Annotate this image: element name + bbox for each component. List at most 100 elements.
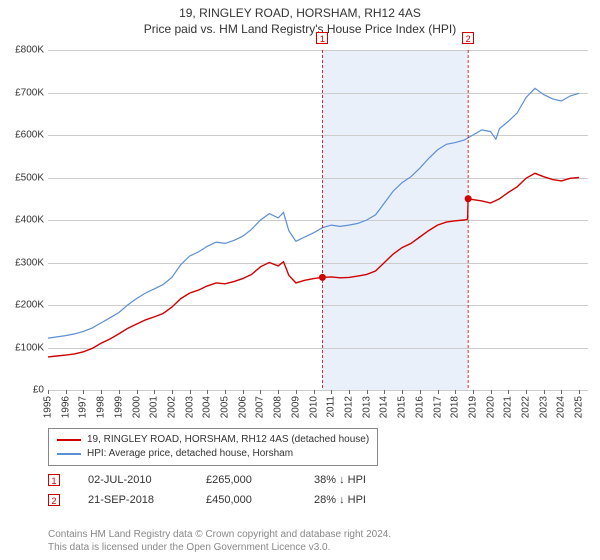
x-tick xyxy=(526,390,527,394)
x-axis-label: 2003 xyxy=(184,396,195,418)
sale-date: 02-JUL-2010 xyxy=(88,474,178,486)
sale-hpi-diff: 38% ↓ HPI xyxy=(314,474,394,486)
x-tick xyxy=(154,390,155,394)
x-tick xyxy=(384,390,385,394)
x-axis-label: 2011 xyxy=(326,396,337,418)
gridline xyxy=(48,390,588,391)
sales-table: 1 02-JUL-2010 £265,000 38% ↓ HPI 2 21-SEP-201… xyxy=(48,470,394,510)
x-axis-label: 2000 xyxy=(131,396,142,418)
x-tick xyxy=(260,390,261,394)
legend-swatch xyxy=(57,439,81,441)
title-block: 19, RINGLEY ROAD, HORSHAM, RH12 4AS Pric… xyxy=(0,0,600,36)
legend-swatch xyxy=(57,453,81,455)
footer-text: Contains HM Land Registry data © Crown c… xyxy=(48,528,391,554)
legend-row: 19, RINGLEY ROAD, HORSHAM, RH12 4AS (det… xyxy=(57,433,369,447)
x-tick xyxy=(66,390,67,394)
x-tick xyxy=(278,390,279,394)
x-axis-label: 2002 xyxy=(166,396,177,418)
x-axis-label: 2025 xyxy=(574,396,585,418)
y-axis-label: £200K xyxy=(15,300,44,311)
x-axis-label: 1997 xyxy=(78,396,89,418)
title-subtitle: Price paid vs. HM Land Registry's House … xyxy=(0,22,600,36)
x-tick xyxy=(491,390,492,394)
x-axis-label: 2022 xyxy=(521,396,532,418)
x-axis-label: 2008 xyxy=(273,396,284,418)
y-axis-label: £400K xyxy=(15,215,44,226)
sale-hpi-diff: 28% ↓ HPI xyxy=(314,494,394,506)
x-tick xyxy=(402,390,403,394)
x-tick xyxy=(420,390,421,394)
x-axis-label: 2018 xyxy=(450,396,461,418)
x-tick xyxy=(225,390,226,394)
footer-line-2: This data is licensed under the Open Gov… xyxy=(48,541,391,554)
x-axis-label: 2005 xyxy=(220,396,231,418)
x-tick xyxy=(438,390,439,394)
x-axis-label: 1998 xyxy=(96,396,107,418)
x-tick xyxy=(455,390,456,394)
y-axis-label: £0 xyxy=(33,385,44,396)
x-axis-label: 2006 xyxy=(237,396,248,418)
x-tick xyxy=(544,390,545,394)
x-axis-label: 1999 xyxy=(113,396,124,418)
y-axis-label: £700K xyxy=(15,87,44,98)
x-tick xyxy=(190,390,191,394)
x-tick xyxy=(119,390,120,394)
sale-row: 2 21-SEP-2018 £450,000 28% ↓ HPI xyxy=(48,490,394,510)
sale-row-marker: 1 xyxy=(48,474,60,486)
x-tick xyxy=(137,390,138,394)
x-axis-label: 2021 xyxy=(503,396,514,418)
x-axis-label: 2015 xyxy=(397,396,408,418)
y-axis-label: £600K xyxy=(15,130,44,141)
x-axis-label: 2010 xyxy=(308,396,319,418)
sale-price: £265,000 xyxy=(206,474,286,486)
x-tick xyxy=(579,390,580,394)
x-axis-label: 2007 xyxy=(255,396,266,418)
x-tick xyxy=(207,390,208,394)
footer-line-1: Contains HM Land Registry data © Crown c… xyxy=(48,528,391,541)
chart-container: 19, RINGLEY ROAD, HORSHAM, RH12 4AS Pric… xyxy=(0,0,600,560)
x-tick xyxy=(172,390,173,394)
x-axis-label: 1996 xyxy=(60,396,71,418)
x-tick xyxy=(101,390,102,394)
x-axis-label: 2004 xyxy=(202,396,213,418)
sale-date: 21-SEP-2018 xyxy=(88,494,178,506)
sale-row-marker: 2 xyxy=(48,494,60,506)
sale-marker-box: 1 xyxy=(316,32,328,44)
x-tick xyxy=(561,390,562,394)
x-tick xyxy=(367,390,368,394)
x-axis-label: 2020 xyxy=(485,396,496,418)
sale-price: £450,000 xyxy=(206,494,286,506)
chart-area: £0£100K£200K£300K£400K£500K£600K£700K£80… xyxy=(48,50,588,390)
x-axis-label: 2001 xyxy=(149,396,160,418)
title-address: 19, RINGLEY ROAD, HORSHAM, RH12 4AS xyxy=(0,6,600,20)
y-axis-label: £500K xyxy=(15,172,44,183)
x-axis-label: 2009 xyxy=(290,396,301,418)
legend-box: 19, RINGLEY ROAD, HORSHAM, RH12 4AS (det… xyxy=(48,428,378,466)
x-tick xyxy=(508,390,509,394)
x-axis-label: 2014 xyxy=(379,396,390,418)
x-axis-label: 2024 xyxy=(556,396,567,418)
x-axis-label: 2017 xyxy=(432,396,443,418)
legend-label: 19, RINGLEY ROAD, HORSHAM, RH12 4AS (det… xyxy=(87,433,369,447)
x-tick xyxy=(83,390,84,394)
x-tick xyxy=(243,390,244,394)
x-axis-label: 2019 xyxy=(467,396,478,418)
y-axis-label: £300K xyxy=(15,257,44,268)
sale-marker-box: 2 xyxy=(462,32,474,44)
x-axis-label: 2016 xyxy=(414,396,425,418)
x-tick xyxy=(296,390,297,394)
sale-row: 1 02-JUL-2010 £265,000 38% ↓ HPI xyxy=(48,470,394,490)
x-axis-label: 2012 xyxy=(343,396,354,418)
legend-row: HPI: Average price, detached house, Hors… xyxy=(57,447,369,461)
x-tick xyxy=(314,390,315,394)
legend-label: HPI: Average price, detached house, Hors… xyxy=(87,447,293,461)
x-axis-label: 2023 xyxy=(538,396,549,418)
y-axis-label: £800K xyxy=(15,45,44,56)
x-tick xyxy=(473,390,474,394)
x-tick xyxy=(331,390,332,394)
y-axis-label: £100K xyxy=(15,342,44,353)
x-axis-label: 2013 xyxy=(361,396,372,418)
x-axis-label: 1995 xyxy=(43,396,54,418)
chart-overlay: 12 xyxy=(48,50,588,390)
x-tick xyxy=(48,390,49,394)
